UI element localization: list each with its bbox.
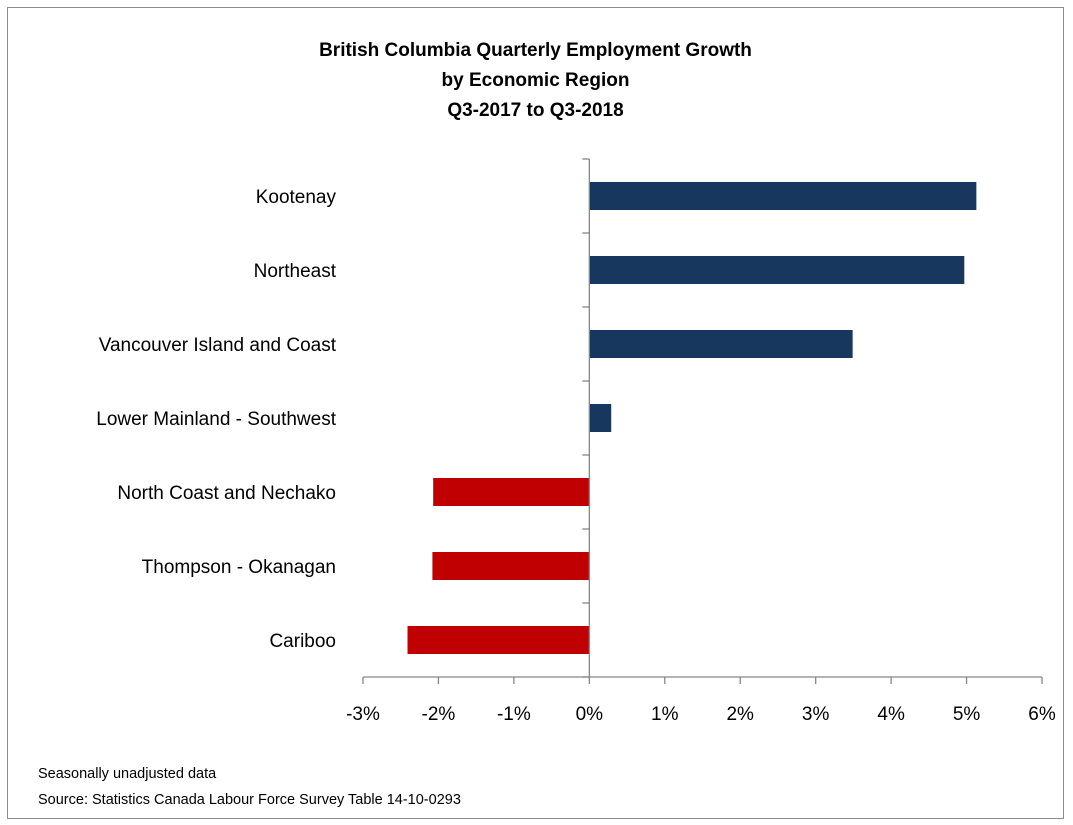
x-tick-label: 0% xyxy=(576,704,604,725)
x-tick-label: 1% xyxy=(651,704,679,725)
bar xyxy=(589,256,965,284)
chart-frame xyxy=(7,7,1064,819)
x-tick-label: 2% xyxy=(726,704,754,725)
category-label: Kootenay xyxy=(256,187,337,208)
bar xyxy=(589,182,977,210)
category-label: Vancouver Island and Coast xyxy=(99,335,337,356)
chart-notes: Seasonally unadjusted data Source: Stati… xyxy=(38,761,461,813)
category-label: Northeast xyxy=(254,261,337,282)
bar xyxy=(433,478,590,506)
x-tick-label: 6% xyxy=(1028,704,1056,725)
bar xyxy=(432,552,590,580)
category-label: Cariboo xyxy=(269,631,336,652)
category-label: Lower Mainland - Southwest xyxy=(96,409,336,430)
bar xyxy=(589,404,612,432)
bar xyxy=(589,330,853,358)
note-source: Source: Statistics Canada Labour Force S… xyxy=(38,792,461,808)
x-tick-label: -2% xyxy=(422,704,456,725)
x-tick-label: -1% xyxy=(497,704,531,725)
x-tick-label: 3% xyxy=(802,704,830,725)
x-tick-label: 4% xyxy=(877,704,905,725)
chart-title-line-1: British Columbia Quarterly Employment Gr… xyxy=(319,40,752,61)
bar xyxy=(407,626,590,654)
chart-title: British Columbia Quarterly Employment Gr… xyxy=(7,36,1064,126)
note-seasonal: Seasonally unadjusted data xyxy=(38,766,217,782)
x-tick-label: 5% xyxy=(953,704,981,725)
category-label: North Coast and Nechako xyxy=(117,483,336,504)
category-label: Thompson - Okanagan xyxy=(142,557,336,578)
x-tick-label: -3% xyxy=(346,704,380,725)
chart-title-line-3: Q3-2017 to Q3-2018 xyxy=(447,100,624,121)
chart-title-line-2: by Economic Region xyxy=(441,70,630,91)
